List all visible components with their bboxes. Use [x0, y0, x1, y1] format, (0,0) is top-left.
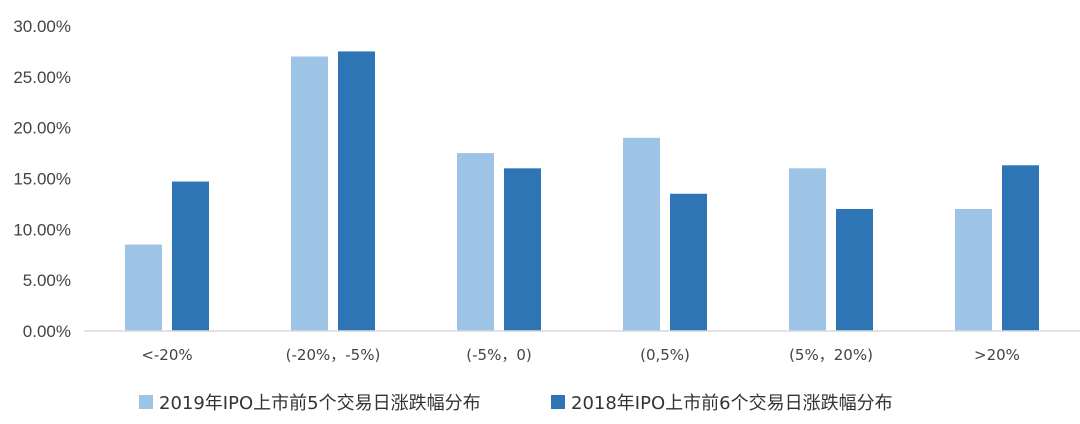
y-tick-label: 30.00%	[13, 17, 71, 36]
x-tick-label: (-5%，0)	[466, 346, 531, 364]
bar-series-1	[457, 153, 494, 331]
y-tick-label: 10.00%	[13, 220, 71, 239]
legend: 2019年IPO上市前5个交易日涨跌幅分布 2018年IPO上市前6个交易日涨跌幅…	[139, 393, 893, 414]
bar-series-2	[836, 209, 873, 331]
x-tick-label: (-20%，-5%)	[286, 346, 381, 364]
bar-series-2	[338, 51, 375, 332]
bar-series-2	[1002, 165, 1039, 331]
bar-series-1	[789, 168, 826, 331]
bar-series-1	[623, 137, 660, 331]
bar-series-2	[504, 168, 541, 331]
legend-label-1: 2019年IPO上市前5个交易日涨跌幅分布	[159, 393, 481, 414]
legend-swatch-1	[139, 395, 153, 409]
x-tick-label: <-20%	[141, 346, 192, 364]
bar-series-2	[172, 181, 209, 331]
bar-series-1	[955, 209, 992, 331]
y-axis: 0.00% 5.00% 10.00% 15.00% 20.00% 25.00% 30.00%	[13, 17, 71, 341]
x-axis: <-20% (-20%，-5%) (-5%，0) (0,5%) (5%，20%) >20%	[141, 346, 1020, 364]
bar-series-1	[125, 244, 162, 331]
legend-swatch-2	[551, 395, 565, 409]
legend-label-2: 2018年IPO上市前6个交易日涨跌幅分布	[571, 393, 893, 414]
y-tick-label: 25.00%	[13, 68, 71, 87]
y-tick-label: 20.00%	[13, 119, 71, 138]
bar-series-1	[291, 56, 328, 331]
bars	[125, 51, 1039, 332]
y-tick-label: 5.00%	[23, 271, 71, 290]
x-tick-label: >20%	[974, 346, 1020, 364]
x-tick-label: (0,5%)	[640, 346, 690, 364]
x-tick-label: (5%，20%)	[789, 346, 873, 364]
bar-series-2	[670, 193, 707, 331]
y-tick-label: 15.00%	[13, 170, 71, 189]
y-tick-label: 0.00%	[23, 322, 71, 341]
